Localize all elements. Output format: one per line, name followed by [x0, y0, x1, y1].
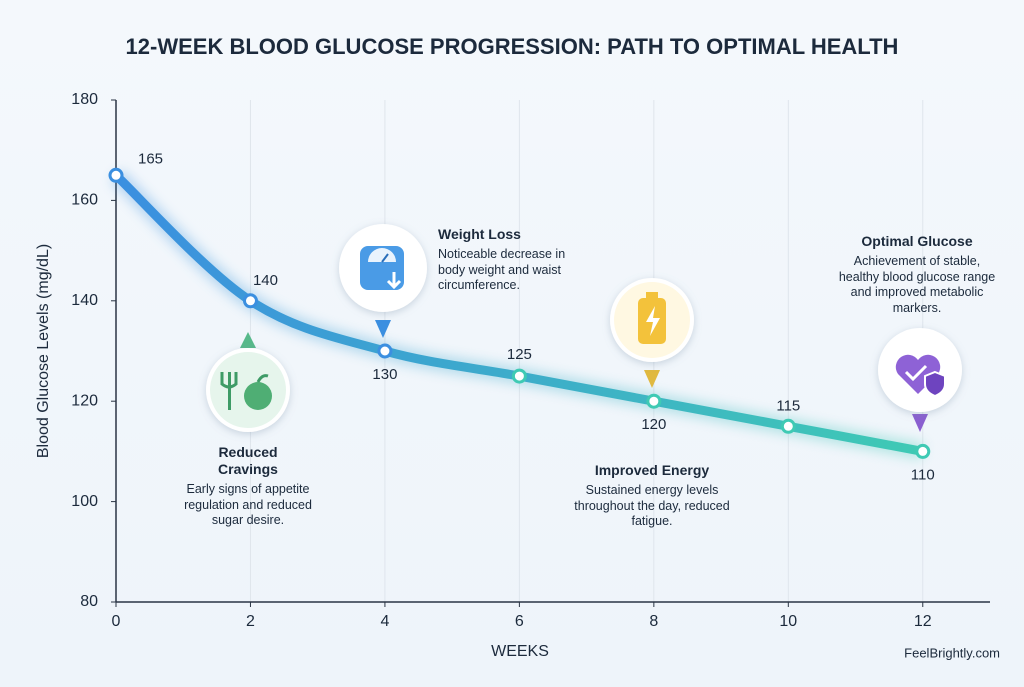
x-tick-label: 10 — [779, 613, 797, 630]
point — [108, 167, 124, 183]
value-label: 130 — [372, 366, 397, 383]
point — [646, 393, 662, 409]
annotation-text: Sustained energy levels throughout the d… — [574, 483, 730, 528]
value-label: 115 — [776, 397, 800, 414]
value-label: 165 — [138, 150, 163, 167]
annotation-title: Reduced Cravings — [218, 444, 278, 477]
annotation: Optimal Glucose Achievement of stable, he… — [832, 233, 1002, 316]
point — [511, 368, 527, 384]
annotation-text: Noticeable decrease in body weight and w… — [438, 247, 566, 292]
icon-weight — [339, 224, 427, 338]
annotation-text: Early signs of appetite regulation and r… — [184, 482, 312, 527]
x-tick-label: 4 — [380, 613, 389, 630]
icon-cravings — [206, 332, 290, 432]
annotation: Weight Loss Noticeable decrease in body w… — [438, 226, 588, 294]
y-tick-label: 120 — [71, 392, 98, 409]
y-tick-label: 180 — [71, 91, 98, 108]
value-label: 110 — [911, 466, 935, 483]
value-label: 120 — [641, 416, 666, 433]
y-tick-label: 160 — [71, 192, 98, 209]
annotation: Reduced Cravings Early signs of appetite … — [168, 444, 328, 529]
annotation-title: Optimal Glucose — [861, 233, 973, 249]
x-tick-label: 2 — [246, 613, 255, 630]
value-label: 140 — [253, 272, 278, 289]
annotation-title: Improved Energy — [594, 462, 710, 478]
point — [377, 343, 393, 359]
x-axis-label: WEEKS — [491, 643, 549, 660]
icon-energy — [610, 278, 694, 388]
value-label: 125 — [507, 346, 532, 363]
y-tick-label: 100 — [71, 493, 98, 510]
y-tick-label: 140 — [71, 292, 98, 309]
x-tick-label: 6 — [515, 613, 524, 630]
x-tick-label: 8 — [649, 613, 658, 630]
annotation-title: Weight Loss — [438, 226, 521, 242]
icon-heart — [878, 328, 962, 432]
annotation: Improved Energy Sustained energy levels t… — [567, 462, 737, 530]
point — [780, 418, 796, 434]
y-axis-label: Blood Glucose Levels (mg/dL) — [35, 244, 52, 458]
x-tick-label: 12 — [914, 613, 932, 630]
chart-title: 12-WEEK BLOOD GLUCOSE PROGRESSION: PATH … — [126, 34, 899, 59]
point — [915, 443, 931, 459]
annotation-text: Achievement of stable, healthy blood glu… — [838, 254, 996, 315]
source: FeelBrightly.com — [904, 645, 1000, 660]
x-tick-label: 0 — [112, 613, 121, 630]
y-tick-label: 80 — [80, 593, 98, 610]
point — [242, 293, 258, 309]
